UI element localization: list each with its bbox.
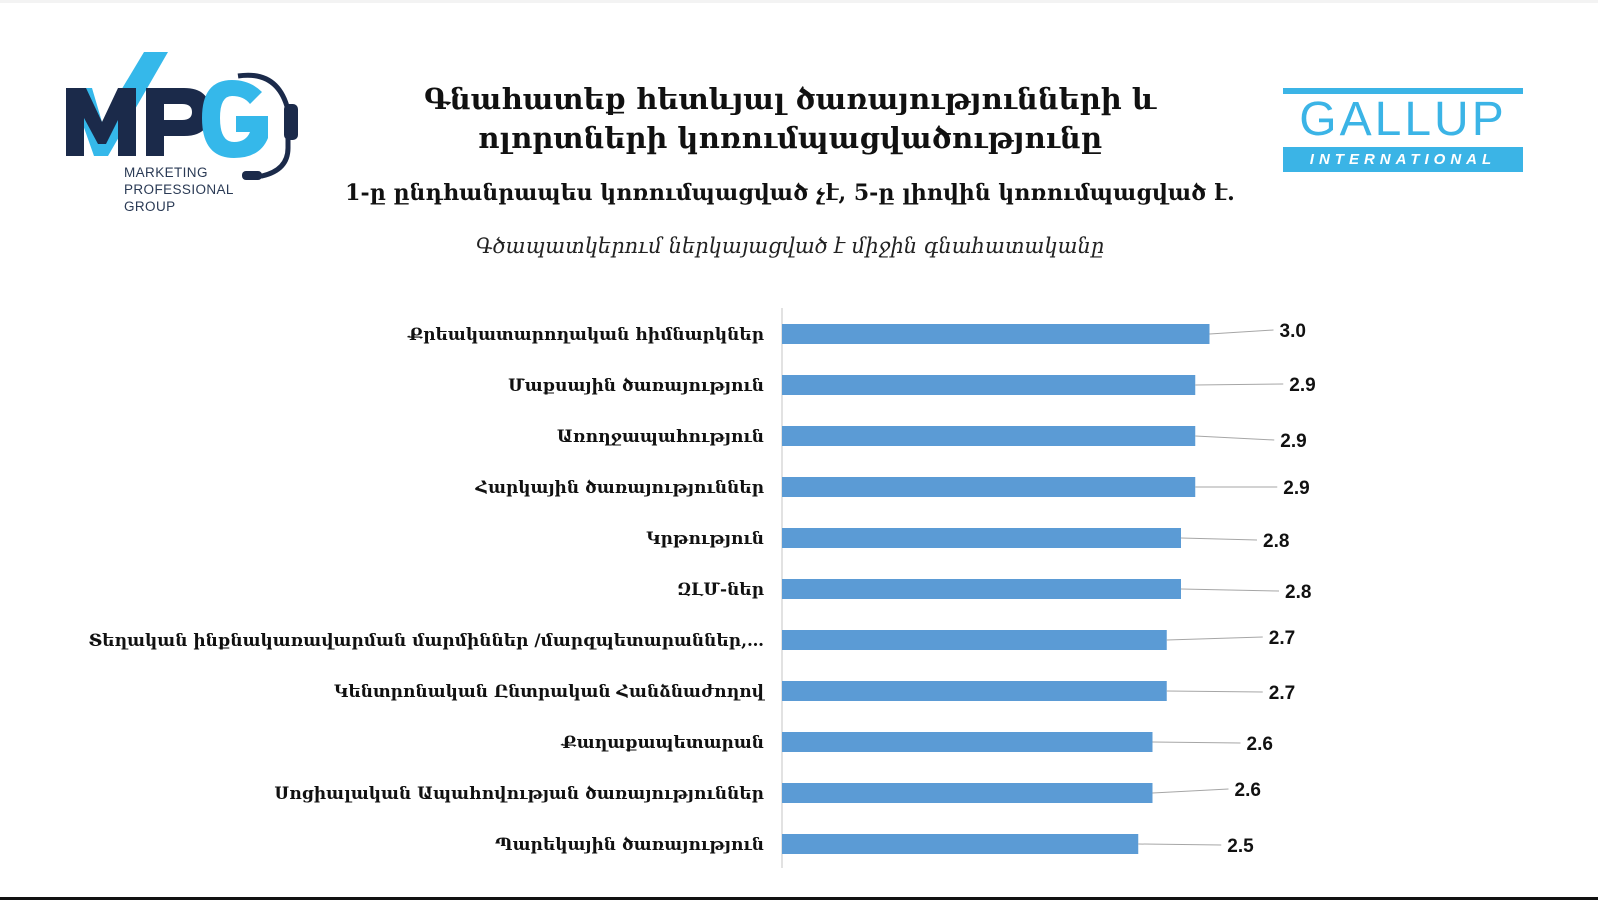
data-label: 2.8 [1263, 531, 1289, 552]
chart-note: Գծապատկերում ներկայացված է միջին գնահատա… [475, 234, 1105, 258]
category-label: Սոցիալական Ապահովության ծառայություններ [274, 784, 764, 804]
leader-line [1180, 537, 1258, 541]
bottom-rule [0, 897, 1598, 900]
data-label: 3.0 [1280, 321, 1306, 342]
category-label: Տեղական ինքնակառավարման մարմիններ /մարզպ… [88, 631, 764, 651]
top-rule [0, 0, 1598, 3]
category-label: Պարեկային ծառայություն [495, 835, 764, 855]
data-label: 2.7 [1269, 683, 1295, 704]
bar [782, 732, 1153, 752]
mpg-logo: MARKETING PROFESSIONAL GROUP [62, 52, 322, 215]
category-label: Քաղաքապետարան [560, 733, 764, 753]
data-label: 2.9 [1280, 431, 1306, 452]
gallup-band: INTERNATIONAL [1283, 147, 1523, 172]
data-label: 2.5 [1227, 836, 1254, 857]
category-label: Մաքսային ծառայություն [508, 376, 764, 396]
chart-title-line-1: Գնահատեք հետևյալ ծառայությունների և [423, 82, 1157, 116]
mpg-tagline-line: GROUP [124, 199, 176, 214]
data-label: 2.9 [1289, 375, 1315, 396]
category-label: Քրեակատարողական հիմնարկներ [406, 325, 764, 345]
leader-line [1180, 588, 1280, 592]
mpg-tagline: MARKETING PROFESSIONAL GROUP [124, 164, 234, 215]
bar [782, 375, 1196, 395]
leader-line [1209, 329, 1274, 335]
chart-subtitle: 1-ը ընդհանրապես կոռումպացված չէ, 5-ը լիո… [345, 180, 1235, 206]
leader-line [1138, 843, 1222, 846]
leader-line [1152, 741, 1241, 744]
bar [782, 324, 1210, 344]
category-label: Առողջապահություն [557, 427, 764, 447]
mpg-logo-mark [66, 52, 298, 180]
gallup-top-line [1283, 88, 1523, 94]
chart-title-line-2: ոլորտների կոռումպացվածությունը [477, 121, 1103, 155]
bar [782, 477, 1196, 497]
leader-line [1152, 788, 1229, 794]
category-label: Կենտրոնական Ընտրական Հանձնաժողով [334, 682, 766, 702]
bar [782, 681, 1167, 701]
bar [782, 426, 1196, 446]
leader-line [1195, 383, 1284, 386]
mpg-tagline-line: MARKETING [124, 165, 208, 180]
data-label: 2.7 [1269, 628, 1295, 649]
bar [782, 834, 1139, 854]
gallup-logo: GALLUP INTERNATIONAL [1283, 88, 1523, 172]
leader-line [1166, 636, 1263, 641]
bar [782, 783, 1153, 803]
data-label: 2.6 [1235, 780, 1261, 801]
leader-line [1166, 690, 1263, 693]
data-label: 2.9 [1283, 478, 1309, 499]
leader-line [1195, 435, 1275, 441]
category-label: Հարկային ծառայություններ [475, 478, 764, 498]
data-label: 2.8 [1285, 582, 1311, 603]
mpg-tagline-line: PROFESSIONAL [124, 182, 234, 197]
category-label: ԶԼՄ-ներ [677, 580, 764, 600]
category-label: Կրթություն [646, 529, 764, 549]
data-label: 2.6 [1247, 734, 1273, 755]
bar [782, 630, 1167, 650]
bar [782, 579, 1181, 599]
gallup-wordmark: GALLUP [1299, 93, 1507, 146]
chart-title: Գնահատեք հետևյալ ծառայությունների և ոլոր… [330, 80, 1250, 158]
bar [782, 528, 1181, 548]
